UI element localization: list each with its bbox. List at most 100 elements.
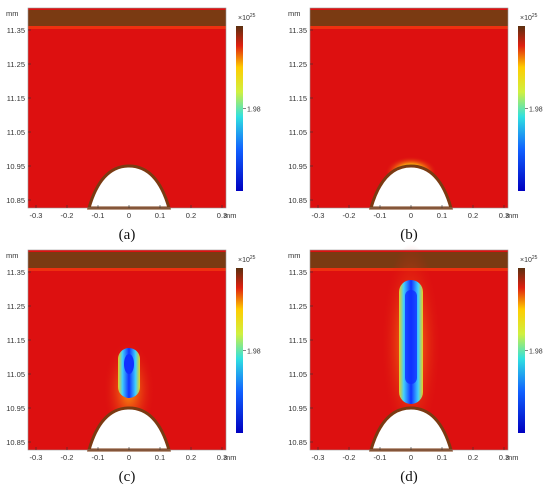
y-tick-label: 10.95 (288, 162, 307, 171)
x-tick-label: -0.2 (61, 453, 74, 462)
y-axis-unit: mm (6, 9, 19, 18)
needle-electrode (369, 164, 453, 210)
y-tick-label: 10.85 (6, 196, 25, 205)
needle-electrode (87, 164, 171, 210)
colorbar-exponent: 25 (250, 255, 256, 261)
x-tick-label: 0.2 (468, 211, 478, 220)
y-tick-label: 11.15 (7, 336, 25, 345)
x-tick-label: 0.2 (186, 453, 196, 462)
x-tick-label: 0.1 (437, 453, 447, 462)
needle-electrode (369, 406, 453, 452)
y-tick-label: 11.25 (289, 302, 307, 311)
y-tick-label: 11.05 (7, 370, 25, 379)
y-tick-label: 10.95 (6, 162, 25, 171)
colorbar-multiplier: ×1025 (520, 255, 538, 264)
y-tick-label: 11.15 (289, 94, 307, 103)
colorbar-multiplier: ×1025 (520, 13, 538, 22)
colorbar-mid-label: 1.98 (247, 349, 261, 356)
y-tick-label: 11.35 (289, 26, 307, 35)
y-tick-label: 10.85 (288, 438, 307, 447)
y-tick-label: 11.05 (289, 128, 307, 137)
top-electrode-edge (310, 26, 508, 29)
x-tick-label: 0.2 (186, 211, 196, 220)
panel-c: mm 11.35 11.25 11.15 11.05 10.95 10.85 -0.3 -0.2… (6, 249, 261, 485)
x-tick-label: -0.2 (61, 211, 74, 220)
x-tick-label: 0.1 (155, 453, 165, 462)
x-tick-label: 0.3 (499, 211, 509, 220)
y-tick-label: 11.25 (7, 60, 25, 69)
panel-b: mm 11.35 11.25 11.15 11.05 10.95 10.85 -0.3 -0.2… (288, 7, 543, 243)
panel-label: (b) (400, 227, 418, 243)
y-tick-label: 10.95 (288, 404, 307, 413)
streamer-core (124, 354, 134, 374)
y-tick-label: 10.95 (6, 404, 25, 413)
colorbar (236, 26, 243, 191)
y-tick-label: 10.85 (288, 196, 307, 205)
x-tick-label: -0.1 (92, 453, 105, 462)
panel-a: mm 11.35 11.25 11.15 11.05 10.95 10.85 -0.3 -0.2… (6, 7, 261, 243)
y-tick-label: 11.35 (7, 268, 25, 277)
panel-label: (c) (119, 469, 136, 485)
top-electrode-band (310, 10, 508, 28)
y-axis-unit: mm (288, 9, 301, 18)
x-tick-label: 0 (409, 211, 413, 220)
x-tick-label: -0.3 (30, 453, 43, 462)
x-tick-label: -0.3 (30, 211, 43, 220)
y-axis-unit: mm (6, 251, 19, 260)
colorbar-exponent: 25 (532, 255, 538, 261)
colorbar-exponent: 25 (250, 13, 256, 19)
y-tick-label: 11.15 (7, 94, 25, 103)
top-electrode-edge (28, 26, 226, 29)
x-tick-label: -0.2 (343, 453, 356, 462)
top-electrode-edge (28, 268, 226, 271)
x-tick-label: -0.2 (343, 211, 356, 220)
colorbar-multiplier: ×1025 (238, 255, 256, 264)
x-tick-label: 0.3 (217, 453, 227, 462)
x-tick-label: 0 (409, 453, 413, 462)
y-tick-label: 11.35 (7, 26, 25, 35)
x-tick-label: 0.1 (437, 211, 447, 220)
x-tick-label: -0.3 (312, 453, 325, 462)
x-tick-label: -0.1 (92, 211, 105, 220)
x-tick-label: 0.3 (217, 211, 227, 220)
x-axis-unit: mm (224, 453, 237, 462)
panel-label: (a) (119, 227, 136, 243)
x-tick-label: 0 (127, 453, 131, 462)
colorbar (518, 268, 525, 433)
colorbar-mid-label: 1.98 (247, 107, 261, 114)
y-tick-label: 11.25 (289, 60, 307, 69)
colorbar (236, 268, 243, 433)
colorbar-exponent: 25 (532, 13, 538, 19)
plot-frame (27, 249, 227, 451)
x-tick-label: 0.1 (155, 211, 165, 220)
colorbar-mid-label: 1.98 (529, 349, 543, 356)
top-electrode-band (28, 10, 226, 28)
colorbar-multiplier: ×1025 (238, 13, 256, 22)
x-tick-label: 0.2 (468, 453, 478, 462)
plot-frame (309, 249, 509, 451)
y-tick-label: 11.05 (7, 128, 25, 137)
panel-d: mm 11.35 11.25 11.15 11.05 10.95 10.85 -0.3 -0.2… (288, 244, 543, 485)
x-tick-label: -0.1 (374, 453, 387, 462)
y-axis-unit: mm (288, 251, 301, 260)
panel-label: (d) (400, 469, 418, 485)
needle-electrode (87, 406, 171, 452)
x-axis-unit: mm (506, 453, 519, 462)
x-tick-label: -0.3 (312, 211, 325, 220)
y-tick-label: 11.15 (289, 336, 307, 345)
y-tick-label: 11.25 (7, 302, 25, 311)
colorbar-mid-label: 1.98 (529, 107, 543, 114)
x-tick-label: 0 (127, 211, 131, 220)
plot-frame (27, 7, 227, 209)
x-tick-label: 0.3 (499, 453, 509, 462)
y-tick-label: 11.05 (289, 370, 307, 379)
x-tick-label: -0.1 (374, 211, 387, 220)
x-axis-unit: mm (506, 211, 519, 220)
top-electrode-band (28, 252, 226, 270)
streamer-core (405, 290, 417, 384)
y-tick-label: 11.35 (289, 268, 307, 277)
x-axis-unit: mm (224, 211, 237, 220)
plot-frame (309, 7, 509, 209)
y-tick-label: 10.85 (6, 438, 25, 447)
